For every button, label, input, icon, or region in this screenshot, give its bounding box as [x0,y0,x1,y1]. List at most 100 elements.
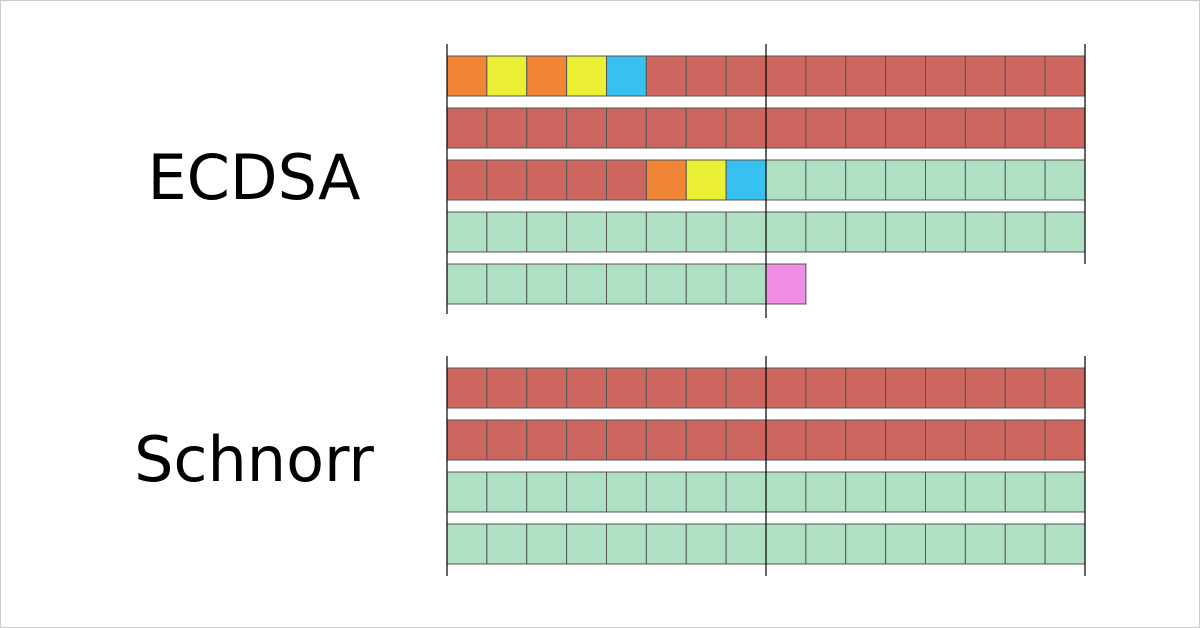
byte-cell [964,471,1006,513]
byte-cell [805,419,847,461]
byte-cell [685,55,727,97]
byte-cell [645,523,687,565]
byte-cell [526,471,568,513]
byte-cell [645,419,687,461]
byte-cell [566,419,607,461]
byte-cell [526,523,568,565]
byte-cell [925,159,966,201]
byte-cell [725,471,767,513]
byte-cell [446,471,488,513]
byte-cell [765,419,807,461]
byte-cell [1044,419,1086,461]
byte-cell [486,263,528,305]
byte-cell [566,55,607,97]
byte-cell [526,159,568,201]
byte-cell [1004,471,1046,513]
byte-cell [606,523,647,565]
byte-cell [964,211,1006,253]
byte-cell [805,367,847,409]
byte-cell [566,263,607,305]
byte-cell [765,471,807,513]
byte-cell [805,159,847,201]
byte-cell [1044,159,1086,201]
ecdsa-label: ECDSA [147,141,360,214]
schnorr-label: Schnorr [134,423,374,496]
byte-cell [925,523,966,565]
dividers [446,44,1086,576]
byte-cell [885,159,926,201]
byte-cell [1004,55,1046,97]
byte-cell [964,159,1006,201]
byte-cell [885,419,926,461]
byte-cell [805,471,847,513]
byte-cell [486,471,528,513]
byte-cell [925,211,966,253]
byte-cell [685,419,727,461]
byte-cell [606,471,647,513]
byte-cell [486,523,528,565]
byte-cells [446,55,1086,565]
byte-cell [885,523,926,565]
byte-cell [845,107,887,149]
byte-cell [1004,211,1046,253]
byte-cell [685,107,727,149]
byte-cell [685,263,727,305]
byte-cell [845,419,887,461]
byte-cell [765,523,807,565]
byte-cell [486,55,528,97]
byte-cell [725,523,767,565]
byte-cell [925,419,966,461]
byte-cell [765,263,807,305]
byte-cell [765,55,807,97]
byte-cell [964,523,1006,565]
byte-cell [925,55,966,97]
byte-cell [606,159,647,201]
byte-cell [566,159,607,201]
byte-cell [725,211,767,253]
byte-cell [566,523,607,565]
byte-cell [685,211,727,253]
byte-cell [685,159,727,201]
byte-cell [446,367,488,409]
byte-cell [725,419,767,461]
byte-cell [526,107,568,149]
byte-cell [765,211,807,253]
byte-cell [1004,159,1046,201]
byte-cell [845,159,887,201]
byte-cell [446,55,488,97]
byte-cell [725,107,767,149]
byte-cell [645,471,687,513]
byte-cell [1004,367,1046,409]
byte-cell [1044,471,1086,513]
byte-cell [645,55,687,97]
byte-cell [805,211,847,253]
byte-cell [486,211,528,253]
byte-cell [964,107,1006,149]
byte-cell [805,55,847,97]
byte-cell [964,419,1006,461]
byte-cell [606,107,647,149]
byte-cell [1044,55,1086,97]
byte-cell [845,367,887,409]
byte-cell [725,159,767,201]
byte-cell [845,211,887,253]
byte-cell [526,367,568,409]
byte-cell [645,367,687,409]
byte-cell [446,263,488,305]
byte-cell [805,523,847,565]
byte-cell [765,107,807,149]
byte-cell [526,211,568,253]
byte-cell [725,55,767,97]
byte-cell [486,107,528,149]
byte-cell [845,523,887,565]
byte-cell [446,107,488,149]
byte-cell [1044,367,1086,409]
byte-cell [1004,523,1046,565]
byte-cell [645,263,687,305]
byte-cell [526,419,568,461]
byte-cell [964,55,1006,97]
byte-cell [1004,419,1046,461]
byte-cell [685,367,727,409]
byte-cell [446,211,488,253]
